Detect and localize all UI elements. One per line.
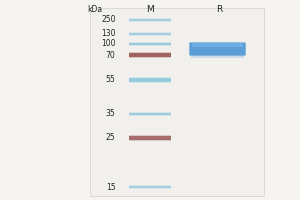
Bar xyxy=(129,82,171,83)
Bar xyxy=(129,77,171,78)
Bar xyxy=(129,135,171,136)
Bar xyxy=(129,78,171,82)
Bar xyxy=(129,18,171,19)
Bar xyxy=(129,45,171,46)
Bar xyxy=(190,55,244,58)
Text: 250: 250 xyxy=(101,16,116,24)
Text: 15: 15 xyxy=(106,182,116,192)
Bar xyxy=(129,35,171,36)
Bar xyxy=(129,185,171,186)
Bar xyxy=(129,19,171,21)
Bar xyxy=(129,115,171,116)
Text: 35: 35 xyxy=(106,110,116,118)
Bar xyxy=(129,140,171,141)
Bar xyxy=(192,43,243,47)
Bar xyxy=(129,43,171,45)
Bar xyxy=(129,57,171,58)
Bar xyxy=(90,8,264,196)
Bar xyxy=(129,42,171,43)
Bar xyxy=(129,33,171,35)
Bar xyxy=(129,21,171,22)
Text: 100: 100 xyxy=(101,40,116,48)
Bar xyxy=(129,52,171,53)
Text: kDa: kDa xyxy=(87,5,102,14)
Bar xyxy=(129,112,171,113)
Bar xyxy=(129,113,171,115)
Text: 70: 70 xyxy=(106,50,116,60)
Bar xyxy=(129,32,171,33)
Bar xyxy=(129,188,171,189)
Text: M: M xyxy=(146,5,154,14)
Bar xyxy=(129,53,171,57)
Text: 55: 55 xyxy=(106,75,116,84)
Text: 25: 25 xyxy=(106,134,116,142)
Bar xyxy=(129,186,171,188)
Text: 130: 130 xyxy=(101,29,116,38)
Bar xyxy=(129,136,171,140)
Text: R: R xyxy=(216,5,222,14)
FancyBboxPatch shape xyxy=(189,42,246,56)
